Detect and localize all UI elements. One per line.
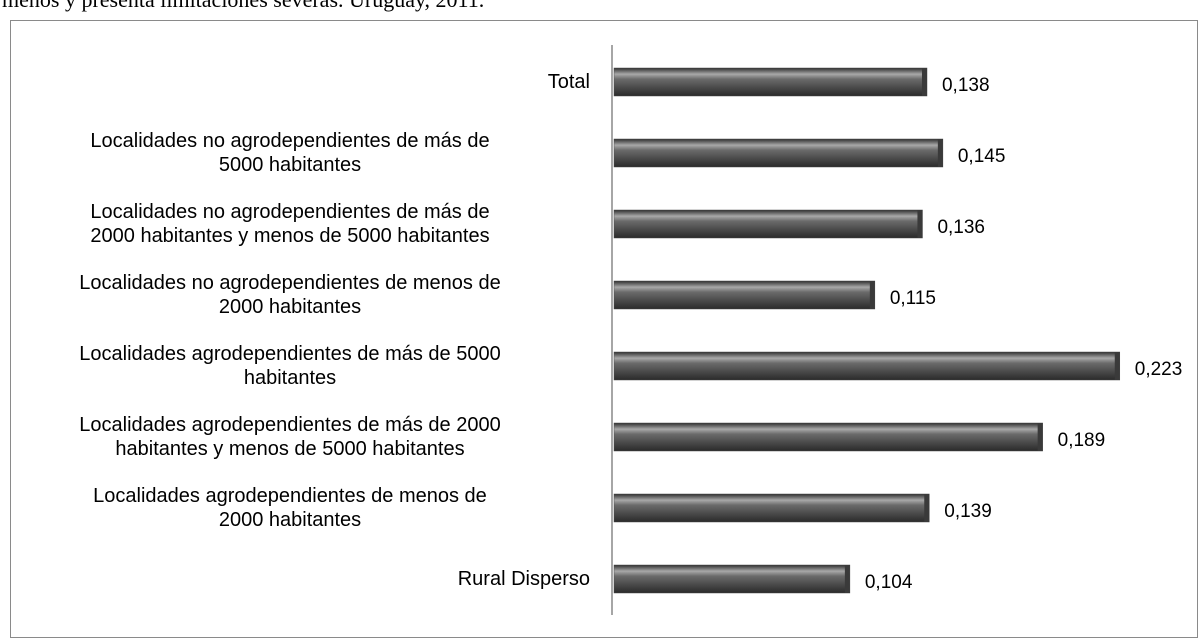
- bar: [613, 67, 928, 97]
- bar: [613, 351, 1121, 381]
- bar-cap: [917, 210, 923, 238]
- category-label: Rural Disperso: [457, 568, 590, 590]
- bar: [613, 493, 930, 523]
- value-label: 0,138: [941, 75, 990, 96]
- bar-cap: [937, 139, 943, 167]
- bar-cap: [924, 494, 930, 522]
- category-label: Localidades agrodependientes de menos de…: [93, 485, 487, 531]
- chart-frame: [10, 20, 1198, 638]
- value-label: 0,223: [1134, 359, 1183, 380]
- bar-cap: [1114, 352, 1120, 380]
- bar-cap: [844, 565, 850, 593]
- bar: [613, 280, 876, 310]
- bar: [613, 422, 1043, 452]
- value-label: 0,139: [944, 501, 992, 522]
- value-label: 0,145: [957, 146, 1006, 167]
- category-label: Localidades agrodependientes de más de 5…: [79, 343, 501, 389]
- caption: menos y presenta limitaciones severas. U…: [2, 0, 484, 13]
- bar-cap: [869, 281, 875, 309]
- bar-cap: [1037, 423, 1043, 451]
- category-label: Localidades agrodependientes de más de 2…: [79, 414, 501, 460]
- bar: [613, 138, 944, 168]
- bar: [613, 209, 923, 239]
- bar: [613, 564, 851, 594]
- value-label: 0,104: [864, 572, 913, 593]
- bar-cap: [921, 68, 927, 96]
- value-label: 0,189: [1057, 430, 1106, 451]
- value-label: 0,115: [889, 288, 936, 309]
- category-label: Total: [547, 71, 590, 93]
- category-label: Localidades no agrodependientes de más d…: [90, 201, 490, 247]
- value-label: 0,136: [937, 217, 985, 238]
- category-label: Localidades no agrodependientes de más d…: [90, 130, 490, 176]
- category-label: Localidades no agrodependientes de menos…: [79, 272, 501, 318]
